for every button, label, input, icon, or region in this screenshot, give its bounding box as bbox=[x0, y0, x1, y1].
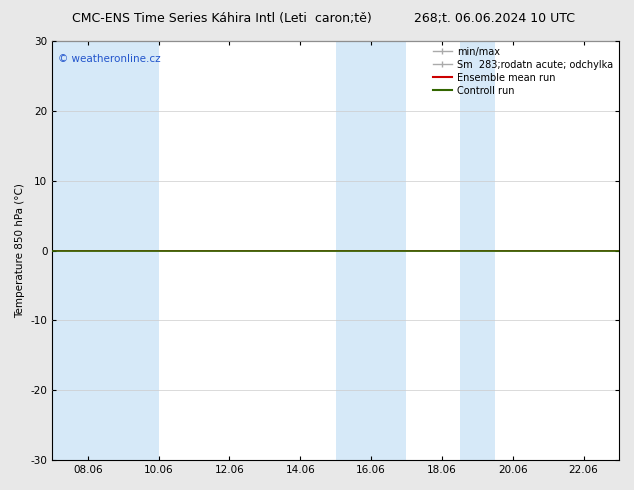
Text: © weatheronline.cz: © weatheronline.cz bbox=[58, 53, 160, 64]
Text: 268;t. 06.06.2024 10 UTC: 268;t. 06.06.2024 10 UTC bbox=[414, 12, 575, 25]
Y-axis label: Temperature 850 hPa (°C): Temperature 850 hPa (°C) bbox=[15, 183, 25, 318]
Text: CMC-ENS Time Series Káhira Intl (Leti  caron;tě): CMC-ENS Time Series Káhira Intl (Leti ca… bbox=[72, 12, 372, 25]
Bar bbox=[52, 41, 158, 460]
Bar bbox=[335, 41, 406, 460]
Bar bbox=[460, 41, 495, 460]
Legend: min/max, Sm  283;rodatn acute; odchylka, Ensemble mean run, Controll run: min/max, Sm 283;rodatn acute; odchylka, … bbox=[429, 43, 617, 99]
